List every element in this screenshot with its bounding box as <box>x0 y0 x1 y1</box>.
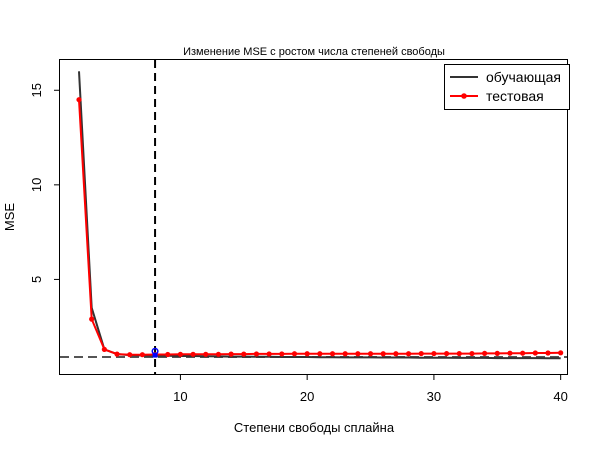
data-point <box>241 351 247 357</box>
data-point <box>507 350 513 356</box>
x-tick-label: 20 <box>300 389 314 404</box>
legend: обучающая тестовая <box>444 64 570 110</box>
data-point <box>482 350 488 356</box>
series-layer <box>76 71 564 360</box>
data-point <box>355 351 361 357</box>
data-point <box>405 351 412 357</box>
data-point <box>101 346 107 353</box>
data-point <box>329 351 336 357</box>
legend-label-train: обучающая <box>486 69 561 85</box>
data-point <box>127 352 133 358</box>
data-point <box>469 350 475 357</box>
data-point <box>418 350 424 357</box>
data-point <box>367 351 374 357</box>
data-point <box>114 351 120 357</box>
data-point <box>494 350 500 356</box>
data-point <box>228 351 234 357</box>
y-tick-label: 10 <box>29 178 44 192</box>
data-point <box>139 352 145 358</box>
data-point <box>393 351 399 357</box>
data-point <box>342 351 348 357</box>
data-point <box>431 350 437 357</box>
legend-label-test: тестовая <box>486 88 544 104</box>
data-point <box>443 350 450 357</box>
series-line-1 <box>78 99 561 356</box>
data-point <box>304 351 310 357</box>
data-point <box>89 316 95 322</box>
plot-area <box>59 59 568 375</box>
data-point <box>279 351 285 357</box>
data-point <box>203 351 209 357</box>
x-tick-label: 40 <box>553 389 567 404</box>
data-point <box>190 351 196 357</box>
x-tick-label: 10 <box>173 389 187 404</box>
optimum-marker-square <box>152 352 158 358</box>
data-point <box>520 350 526 356</box>
data-point <box>165 351 171 358</box>
legend-marker-test <box>461 93 467 99</box>
series-line-0 <box>78 71 561 360</box>
data-point <box>266 351 272 357</box>
data-point <box>456 350 462 357</box>
axes: 10 20 30 40 5 10 15 <box>29 83 568 404</box>
legend-box <box>444 64 570 110</box>
x-tick-label: 30 <box>427 389 441 404</box>
data-point <box>532 350 538 356</box>
data-point <box>317 351 323 357</box>
data-point <box>380 351 386 357</box>
data-point <box>215 351 222 357</box>
data-point <box>291 351 298 357</box>
data-point <box>545 350 551 356</box>
y-tick-label: 15 <box>29 83 44 97</box>
y-tick-label: 5 <box>29 276 44 283</box>
data-point <box>177 351 184 357</box>
x-axis-label: Степени свободы сплайна <box>234 420 395 435</box>
y-axis-label: MSE <box>2 203 17 232</box>
data-point <box>253 351 260 357</box>
chart-title: Изменение MSE с ростом числа степеней св… <box>183 46 445 58</box>
data-point <box>76 97 82 103</box>
data-point <box>558 350 564 356</box>
